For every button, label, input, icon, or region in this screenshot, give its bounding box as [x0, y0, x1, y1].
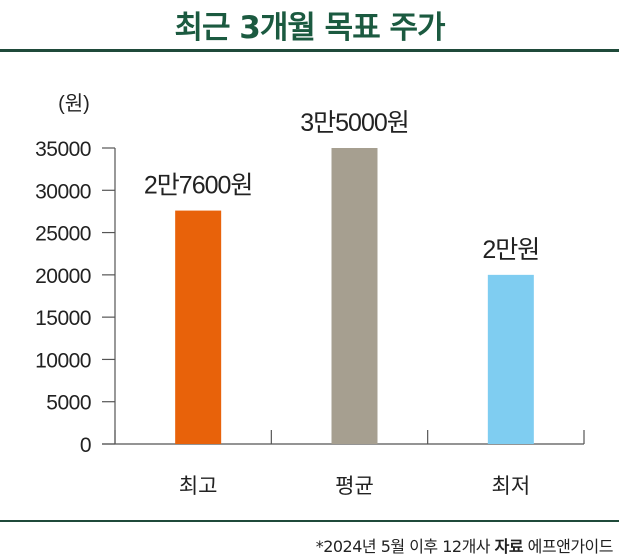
- footer-divider: [0, 520, 619, 522]
- y-tick-label: 20000: [35, 265, 91, 288]
- y-tick-label: 10000: [35, 349, 91, 372]
- y-tick-label: 5000: [46, 392, 91, 415]
- data-label: 2만원: [482, 236, 539, 264]
- footnote-text: *2024년 5월 이후 12개사: [315, 537, 491, 556]
- bar-1: [331, 148, 378, 444]
- data-label: 2만7600원: [144, 172, 253, 200]
- source-label: 자료: [494, 537, 524, 556]
- x-tick-label: 평균: [335, 475, 374, 498]
- y-tick-label: 30000: [35, 180, 91, 203]
- source-name: 에프앤가이드: [527, 537, 614, 556]
- bar-0: [175, 210, 222, 444]
- chart-title: 최근 3개월 목표 주가: [174, 10, 445, 46]
- x-tick-label: 최고: [179, 475, 218, 498]
- footnote: *2024년 5월 이후 12개사 자료 에프앤가이드: [315, 533, 614, 557]
- y-tick-label: 15000: [35, 307, 91, 330]
- y-tick-label: 0: [80, 434, 91, 457]
- bar-2: [487, 274, 534, 444]
- data-label: 3만5000원: [300, 109, 409, 137]
- y-tick-label: 25000: [35, 223, 91, 246]
- title-divider: [0, 49, 619, 52]
- y-axis-unit-label: (원): [58, 92, 90, 115]
- x-tick-label: 최저: [492, 475, 531, 498]
- y-tick-label: 35000: [35, 138, 91, 161]
